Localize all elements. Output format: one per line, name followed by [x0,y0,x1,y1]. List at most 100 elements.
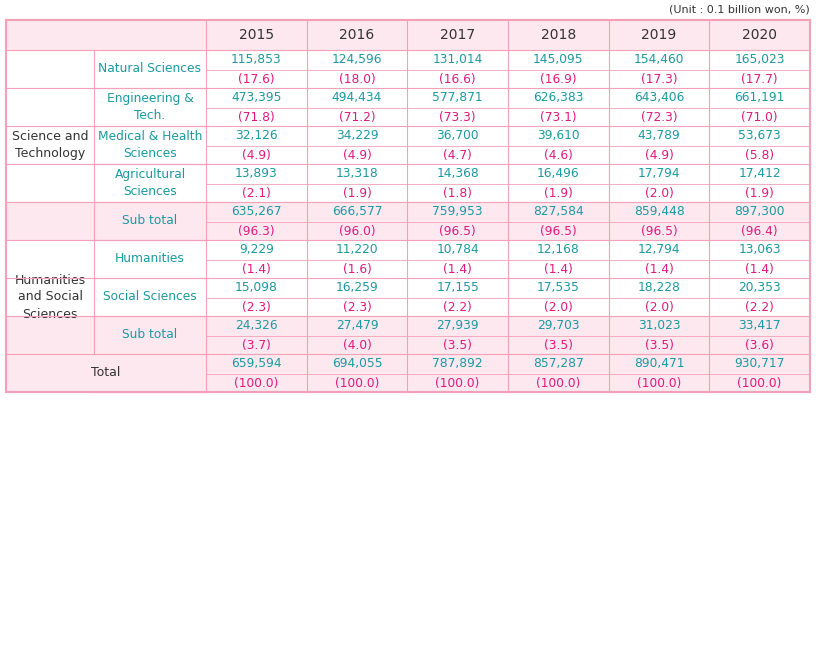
Text: (1.4): (1.4) [242,263,271,276]
Text: (1.6): (1.6) [343,263,371,276]
Text: (100.0): (100.0) [738,376,782,389]
Text: 53,673: 53,673 [738,130,781,143]
Text: (2.1): (2.1) [242,186,271,200]
Text: Humanities: Humanities [115,252,185,265]
Text: 2015: 2015 [239,28,274,42]
Text: (96.3): (96.3) [238,224,275,237]
Text: 124,596: 124,596 [332,53,382,67]
Text: (72.3): (72.3) [641,110,677,123]
Text: Engineering &
Tech.: Engineering & Tech. [107,92,193,122]
Text: Medical & Health
Sciences: Medical & Health Sciences [98,130,202,160]
Text: (2.3): (2.3) [242,301,271,314]
Text: 643,406: 643,406 [634,91,684,104]
Bar [6,316,810,354]
Text: (1.9): (1.9) [544,186,573,200]
Text: (96.0): (96.0) [339,224,375,237]
Text: (4.7): (4.7) [443,149,472,162]
Text: (96.5): (96.5) [540,224,577,237]
Text: 13,318: 13,318 [335,168,379,181]
Text: 2020: 2020 [743,28,777,42]
Text: (18.0): (18.0) [339,72,375,85]
Text: 494,434: 494,434 [332,91,382,104]
Text: (3.5): (3.5) [443,338,472,351]
Text: (100.0): (100.0) [234,376,278,389]
Text: (100.0): (100.0) [436,376,480,389]
Text: (1.4): (1.4) [645,263,673,276]
Text: 131,014: 131,014 [432,53,483,67]
Bar [6,20,810,50]
Text: (16.6): (16.6) [439,72,476,85]
Text: 827,584: 827,584 [533,205,583,218]
Text: (3.5): (3.5) [543,338,573,351]
Text: 666,577: 666,577 [332,205,382,218]
Text: (17.3): (17.3) [641,72,677,85]
Text: (2.0): (2.0) [645,186,673,200]
Text: Sub total: Sub total [122,215,178,228]
Text: 577,871: 577,871 [432,91,483,104]
Text: Social Sciences: Social Sciences [103,291,197,303]
Text: (4.9): (4.9) [645,149,673,162]
Text: (4.9): (4.9) [343,149,371,162]
Text: Science and
Technology: Science and Technology [11,130,88,160]
Text: 14,368: 14,368 [437,168,479,181]
Text: (17.7): (17.7) [742,72,778,85]
Text: (1.4): (1.4) [745,263,774,276]
Text: (Unit : 0.1 billion won, %): (Unit : 0.1 billion won, %) [669,4,810,14]
Text: (73.3): (73.3) [439,110,476,123]
Text: 787,892: 787,892 [432,357,483,370]
Text: (4.6): (4.6) [544,149,573,162]
Text: 859,448: 859,448 [634,205,685,218]
Text: 694,055: 694,055 [331,357,383,370]
Text: (100.0): (100.0) [536,376,580,389]
Text: (96.5): (96.5) [439,224,476,237]
Text: (96.5): (96.5) [641,224,677,237]
Text: 659,594: 659,594 [231,357,282,370]
Bar [6,202,810,240]
Text: 2017: 2017 [440,28,475,42]
Text: 12,794: 12,794 [637,243,681,256]
Text: (100.0): (100.0) [335,376,379,389]
Text: 17,412: 17,412 [738,168,781,181]
Text: (96.4): (96.4) [742,224,778,237]
Text: 27,939: 27,939 [437,319,479,333]
Text: (2.0): (2.0) [645,301,673,314]
Text: 9,229: 9,229 [239,243,274,256]
Text: 154,460: 154,460 [634,53,685,67]
Text: 2016: 2016 [339,28,375,42]
Text: (3.6): (3.6) [745,338,774,351]
Text: (1.4): (1.4) [443,263,472,276]
Text: (16.9): (16.9) [540,72,577,85]
Text: (4.9): (4.9) [242,149,271,162]
Text: (1.9): (1.9) [343,186,371,200]
Text: 29,703: 29,703 [537,319,579,333]
Text: 36,700: 36,700 [437,130,479,143]
Text: 897,300: 897,300 [734,205,785,218]
Text: 27,479: 27,479 [335,319,379,333]
Text: 661,191: 661,191 [734,91,785,104]
Text: (2.3): (2.3) [343,301,371,314]
Text: 17,155: 17,155 [437,282,479,295]
Text: 32,126: 32,126 [235,130,277,143]
Text: (71.2): (71.2) [339,110,375,123]
Text: Agricultural
Sciences: Agricultural Sciences [114,168,185,198]
Text: 31,023: 31,023 [637,319,681,333]
Text: 43,789: 43,789 [637,130,681,143]
Text: 2019: 2019 [641,28,676,42]
Text: 890,471: 890,471 [634,357,685,370]
Text: 635,267: 635,267 [231,205,282,218]
Text: (71.0): (71.0) [742,110,778,123]
Text: 17,535: 17,535 [537,282,580,295]
Bar [6,20,810,392]
Text: 20,353: 20,353 [738,282,781,295]
Text: (71.8): (71.8) [238,110,275,123]
Text: 115,853: 115,853 [231,53,282,67]
Text: 13,063: 13,063 [738,243,781,256]
Text: Sub total: Sub total [122,329,178,342]
Text: 24,326: 24,326 [235,319,277,333]
Text: (1.8): (1.8) [443,186,472,200]
Text: 39,610: 39,610 [537,130,579,143]
Text: (4.0): (4.0) [343,338,371,351]
Text: (2.2): (2.2) [443,301,472,314]
Text: 34,229: 34,229 [335,130,379,143]
Text: 759,953: 759,953 [432,205,483,218]
